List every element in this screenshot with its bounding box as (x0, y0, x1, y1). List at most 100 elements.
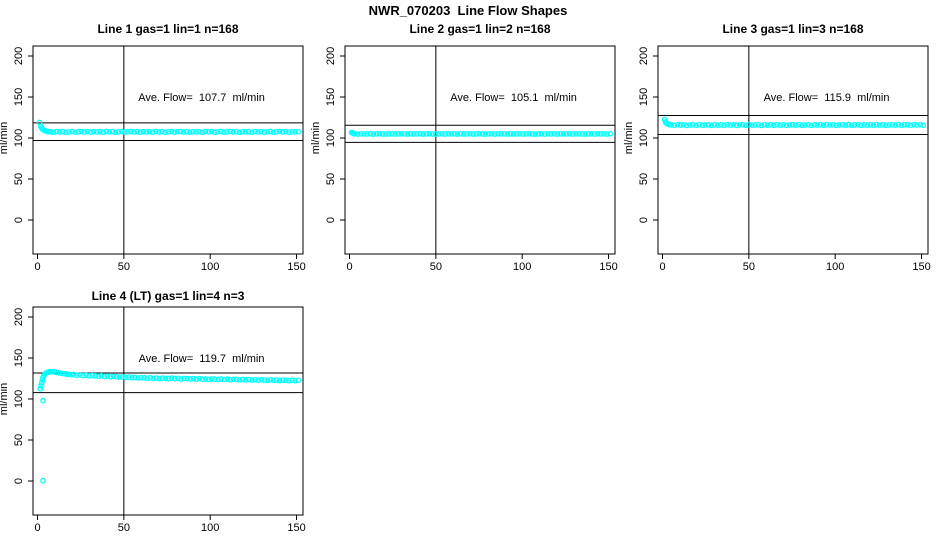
data-point (144, 375, 150, 382)
data-point (708, 122, 715, 129)
data-point (202, 128, 209, 135)
data-point (749, 122, 755, 129)
data-point (57, 370, 64, 377)
data-point (680, 122, 687, 128)
data-point (777, 122, 783, 128)
data-point (55, 369, 62, 376)
y-tick-label: 100 (13, 129, 25, 147)
data-point (820, 122, 827, 129)
data-point (221, 129, 227, 135)
y-tick-label: 200 (13, 47, 25, 65)
data-point (699, 122, 706, 129)
panel-2: Line 2 gas=1 lin=2 n=168 0 50 100 150 200 0 50 1… (310, 22, 618, 273)
data-point (758, 122, 765, 129)
data-point (106, 129, 113, 135)
data-point (764, 122, 771, 128)
data-point (258, 128, 264, 135)
data-point (702, 122, 709, 128)
data-point (889, 121, 895, 128)
data-point (370, 131, 377, 137)
data-point (180, 129, 187, 135)
x-tick-label: 100 (201, 522, 219, 534)
data-point (141, 374, 147, 381)
data-point (376, 130, 383, 137)
data-point (783, 122, 790, 129)
data-point (454, 131, 461, 137)
data-point (140, 128, 147, 135)
data-point (38, 383, 44, 389)
data-point (103, 128, 110, 135)
panel-3: Line 3 gas=1 lin=3 n=168 0 50 100 150 200 0 50 1… (623, 22, 931, 273)
data-point (495, 130, 501, 137)
data-point (594, 130, 601, 137)
data-point (414, 131, 420, 137)
data-point (270, 377, 277, 384)
data-point (364, 131, 370, 137)
data-point (77, 371, 83, 378)
data-point (230, 376, 237, 383)
data-point (560, 131, 567, 137)
data-point (730, 122, 737, 128)
data-point (739, 121, 746, 128)
data-point (279, 129, 286, 135)
figure-title: NWR_070203 Line Flow Shapes (368, 3, 568, 18)
data-point (604, 131, 611, 137)
data-point (125, 128, 131, 135)
ave-flow-annotation: Ave. Flow= 115.9 ml/min (764, 92, 890, 104)
data-point (526, 130, 533, 137)
data-point (81, 129, 88, 135)
data-point (199, 129, 206, 136)
data-point (135, 375, 141, 381)
y-axis-label: ml/min (623, 122, 635, 154)
data-point (109, 128, 116, 135)
data-point (84, 128, 91, 135)
data-point (264, 129, 271, 135)
data-point (218, 376, 225, 382)
data-point (705, 122, 712, 128)
data-point (557, 130, 564, 137)
data-point (205, 129, 212, 135)
data-point (60, 370, 67, 377)
data-point (693, 122, 699, 129)
ave-flow-annotation: Ave. Flow= 105.1 ml/min (450, 92, 577, 104)
data-point (426, 130, 433, 137)
data-point (579, 131, 586, 137)
data-point (227, 128, 233, 135)
data-point (283, 377, 289, 384)
data-point (833, 122, 839, 129)
y-tick-label: 150 (13, 349, 25, 367)
data-point (354, 131, 361, 137)
data-point (532, 131, 539, 137)
data-point (389, 130, 395, 137)
data-point (805, 121, 811, 128)
data-point (89, 372, 95, 379)
data-point (898, 122, 905, 129)
data-point (97, 128, 103, 135)
data-point (671, 122, 678, 129)
data-point (439, 130, 445, 137)
data-point (236, 129, 243, 136)
data-point (451, 130, 458, 137)
data-point (212, 376, 218, 383)
data-point (63, 129, 69, 136)
data-point (817, 121, 824, 128)
data-point (714, 122, 721, 128)
data-point (292, 129, 299, 135)
data-point (864, 122, 871, 128)
x-tick-label: 100 (826, 261, 844, 273)
data-point (771, 122, 777, 129)
data-point (395, 130, 402, 137)
ave-flow-annotation: Ave. Flow= 107.7 ml/min (138, 92, 265, 104)
data-point (873, 121, 880, 128)
data-point (78, 128, 85, 135)
data-point (295, 128, 302, 135)
data-point (545, 130, 551, 137)
data-point (429, 131, 436, 137)
data-point (904, 121, 911, 128)
data-point (683, 122, 690, 129)
data-point (839, 121, 846, 128)
data-point (162, 375, 169, 382)
x-tick-label: 50 (430, 261, 442, 273)
data-point (907, 122, 914, 129)
